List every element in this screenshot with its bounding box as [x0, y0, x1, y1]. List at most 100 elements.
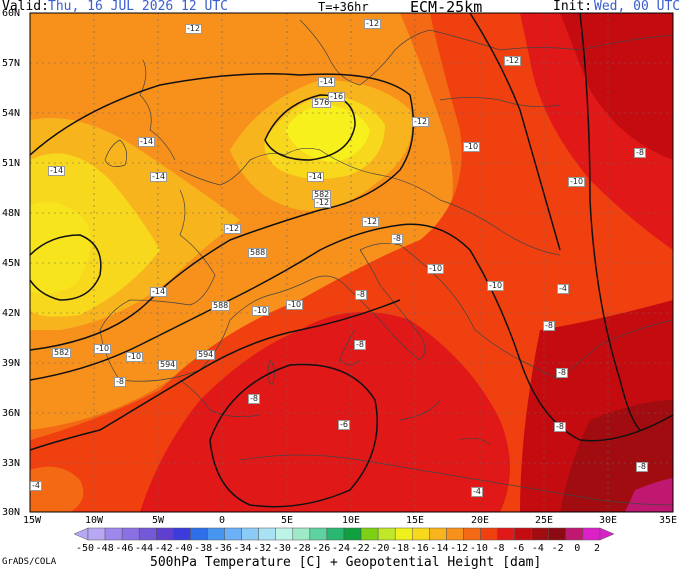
- colorbar-tick-label: -26: [312, 543, 331, 554]
- colorbar-swatch: [138, 527, 157, 541]
- contour-value-label: -10: [252, 306, 270, 316]
- colorbar-swatch: [531, 527, 550, 541]
- forecast-hour: T=+36hr: [318, 0, 369, 14]
- lat-label-51N: 51N: [2, 158, 21, 169]
- colorbar-swatch: [514, 527, 532, 541]
- colorbar-tick-label: -24: [331, 543, 351, 554]
- lon-label-25E: 25E: [534, 515, 554, 526]
- lon-label-0: 0: [218, 515, 226, 526]
- contour-value-label: -12: [362, 217, 380, 227]
- contour-value-label: 588: [211, 301, 231, 311]
- init-label: Init:: [553, 0, 593, 14]
- colorbar-swatch: [446, 527, 464, 541]
- contour-value-label: -6: [338, 420, 350, 430]
- colorbar-tick-label: -48: [95, 543, 114, 554]
- contour-value-label: -12: [224, 224, 242, 234]
- contour-value-label: -14: [307, 172, 325, 182]
- colorbar-tick-label: -42: [154, 543, 173, 554]
- colorbar: [73, 527, 615, 541]
- contour-value-label: -4: [557, 284, 569, 294]
- colorbar-swatch: [309, 527, 328, 541]
- colorbar-swatch: [292, 527, 311, 541]
- contour-value-label: 594: [196, 350, 216, 360]
- lat-label-42N: 42N: [2, 308, 21, 319]
- colorbar-swatch: [377, 527, 396, 541]
- contour-value-label: -4: [471, 487, 483, 497]
- valid-time: Thu, 16 JUL 2026 12 UTC: [48, 0, 229, 14]
- contour-value-label: -12: [314, 198, 332, 208]
- contour-value-label: -8: [391, 234, 403, 244]
- colorbar-swatch: [360, 527, 379, 541]
- colorbar-swatch: [173, 527, 191, 541]
- colorbar-tick-label: -28: [292, 543, 311, 554]
- colorbar-swatch: [275, 527, 294, 541]
- contour-value-label: 582: [52, 348, 72, 358]
- lat-label-39N: 39N: [2, 358, 21, 369]
- colorbar-tick-label: -10: [469, 543, 488, 554]
- contour-value-label: -10: [463, 142, 481, 152]
- colorbar-tick-label: -16: [410, 543, 429, 554]
- colorbar-tick-label: -50: [75, 543, 95, 554]
- contour-value-label: -8: [634, 148, 646, 158]
- contour-value-label: -12: [504, 56, 522, 66]
- init-time: Wed, 00 UTC: [594, 0, 681, 14]
- lat-label-33N: 33N: [2, 458, 21, 469]
- colorbar-tick-label: -32: [253, 543, 272, 554]
- colorbar-tick-label: -36: [213, 543, 232, 554]
- colorbar-swatch: [343, 527, 362, 541]
- colorbar-tick-label: -8: [492, 543, 505, 554]
- contour-value-label: -16: [328, 92, 346, 102]
- lat-label-30N: 30N: [2, 507, 21, 518]
- lon-label-30E: 30E: [598, 515, 618, 526]
- colorbar-tick-label: 0: [574, 543, 581, 554]
- contour-value-label: -8: [554, 422, 566, 432]
- contour-value-label: 576: [312, 98, 332, 108]
- contour-value-label: -8: [355, 290, 367, 300]
- colorbar-swatch: [156, 527, 174, 541]
- contour-value-label: -8: [354, 340, 366, 350]
- lon-label-5E: 5E: [280, 515, 294, 526]
- map-frame: [29, 12, 674, 513]
- colorbar-tick-label: -38: [194, 543, 213, 554]
- colorbar-tick-label: -44: [135, 543, 154, 554]
- valid-label: Valid:: [2, 0, 49, 14]
- lat-label-57N: 57N: [2, 58, 21, 69]
- lat-label-36N: 36N: [2, 408, 21, 419]
- contour-value-label: -8: [248, 394, 260, 404]
- colorbar-swatch: [548, 527, 567, 541]
- model-name: ECM-25km: [410, 0, 483, 16]
- contour-value-label: 594: [158, 360, 178, 370]
- contour-value-label: -8: [543, 321, 555, 331]
- colorbar-arrow-left: [73, 527, 89, 541]
- colorbar-swatch: [582, 527, 601, 541]
- colorbar-tick-label: -22: [351, 543, 370, 554]
- lon-label-15W: 15W: [22, 515, 42, 526]
- contour-value-label: -12: [185, 24, 203, 34]
- contour-value-label: -4: [30, 481, 42, 491]
- contour-value-label: -14: [150, 172, 168, 182]
- colorbar-tick-label: -12: [450, 543, 469, 554]
- colorbar-swatch: [412, 527, 430, 541]
- colorbar-arrow-right: [599, 527, 615, 541]
- colorbar-tick-label: -40: [174, 543, 193, 554]
- colorbar-swatch: [190, 527, 208, 541]
- contour-value-label: -8: [556, 368, 568, 378]
- colorbar-tick-label: -14: [430, 543, 449, 554]
- colorbar-tick-label: -30: [272, 543, 291, 554]
- colorbar-swatch: [258, 527, 276, 541]
- colorbar-swatch: [121, 527, 140, 541]
- colorbar-swatch: [241, 527, 259, 541]
- contour-value-label: -10: [427, 264, 445, 274]
- lon-label-5W: 5W: [151, 515, 165, 526]
- colorbar-tick-label: -46: [115, 543, 134, 554]
- lon-label-20E: 20E: [470, 515, 490, 526]
- lon-label-10E: 10E: [341, 515, 361, 526]
- colorbar-title: 500hPa Temperature [C] + Geopotential He…: [150, 555, 542, 570]
- colorbar-tick-label: -18: [391, 543, 410, 554]
- source-credit: GrADS/COLA: [2, 557, 57, 567]
- colorbar-swatch: [104, 527, 123, 541]
- lon-label-10W: 10W: [84, 515, 104, 526]
- colorbar-swatch: [326, 527, 345, 541]
- contour-value-label: -14: [318, 77, 336, 87]
- colorbar-swatch: [463, 527, 481, 541]
